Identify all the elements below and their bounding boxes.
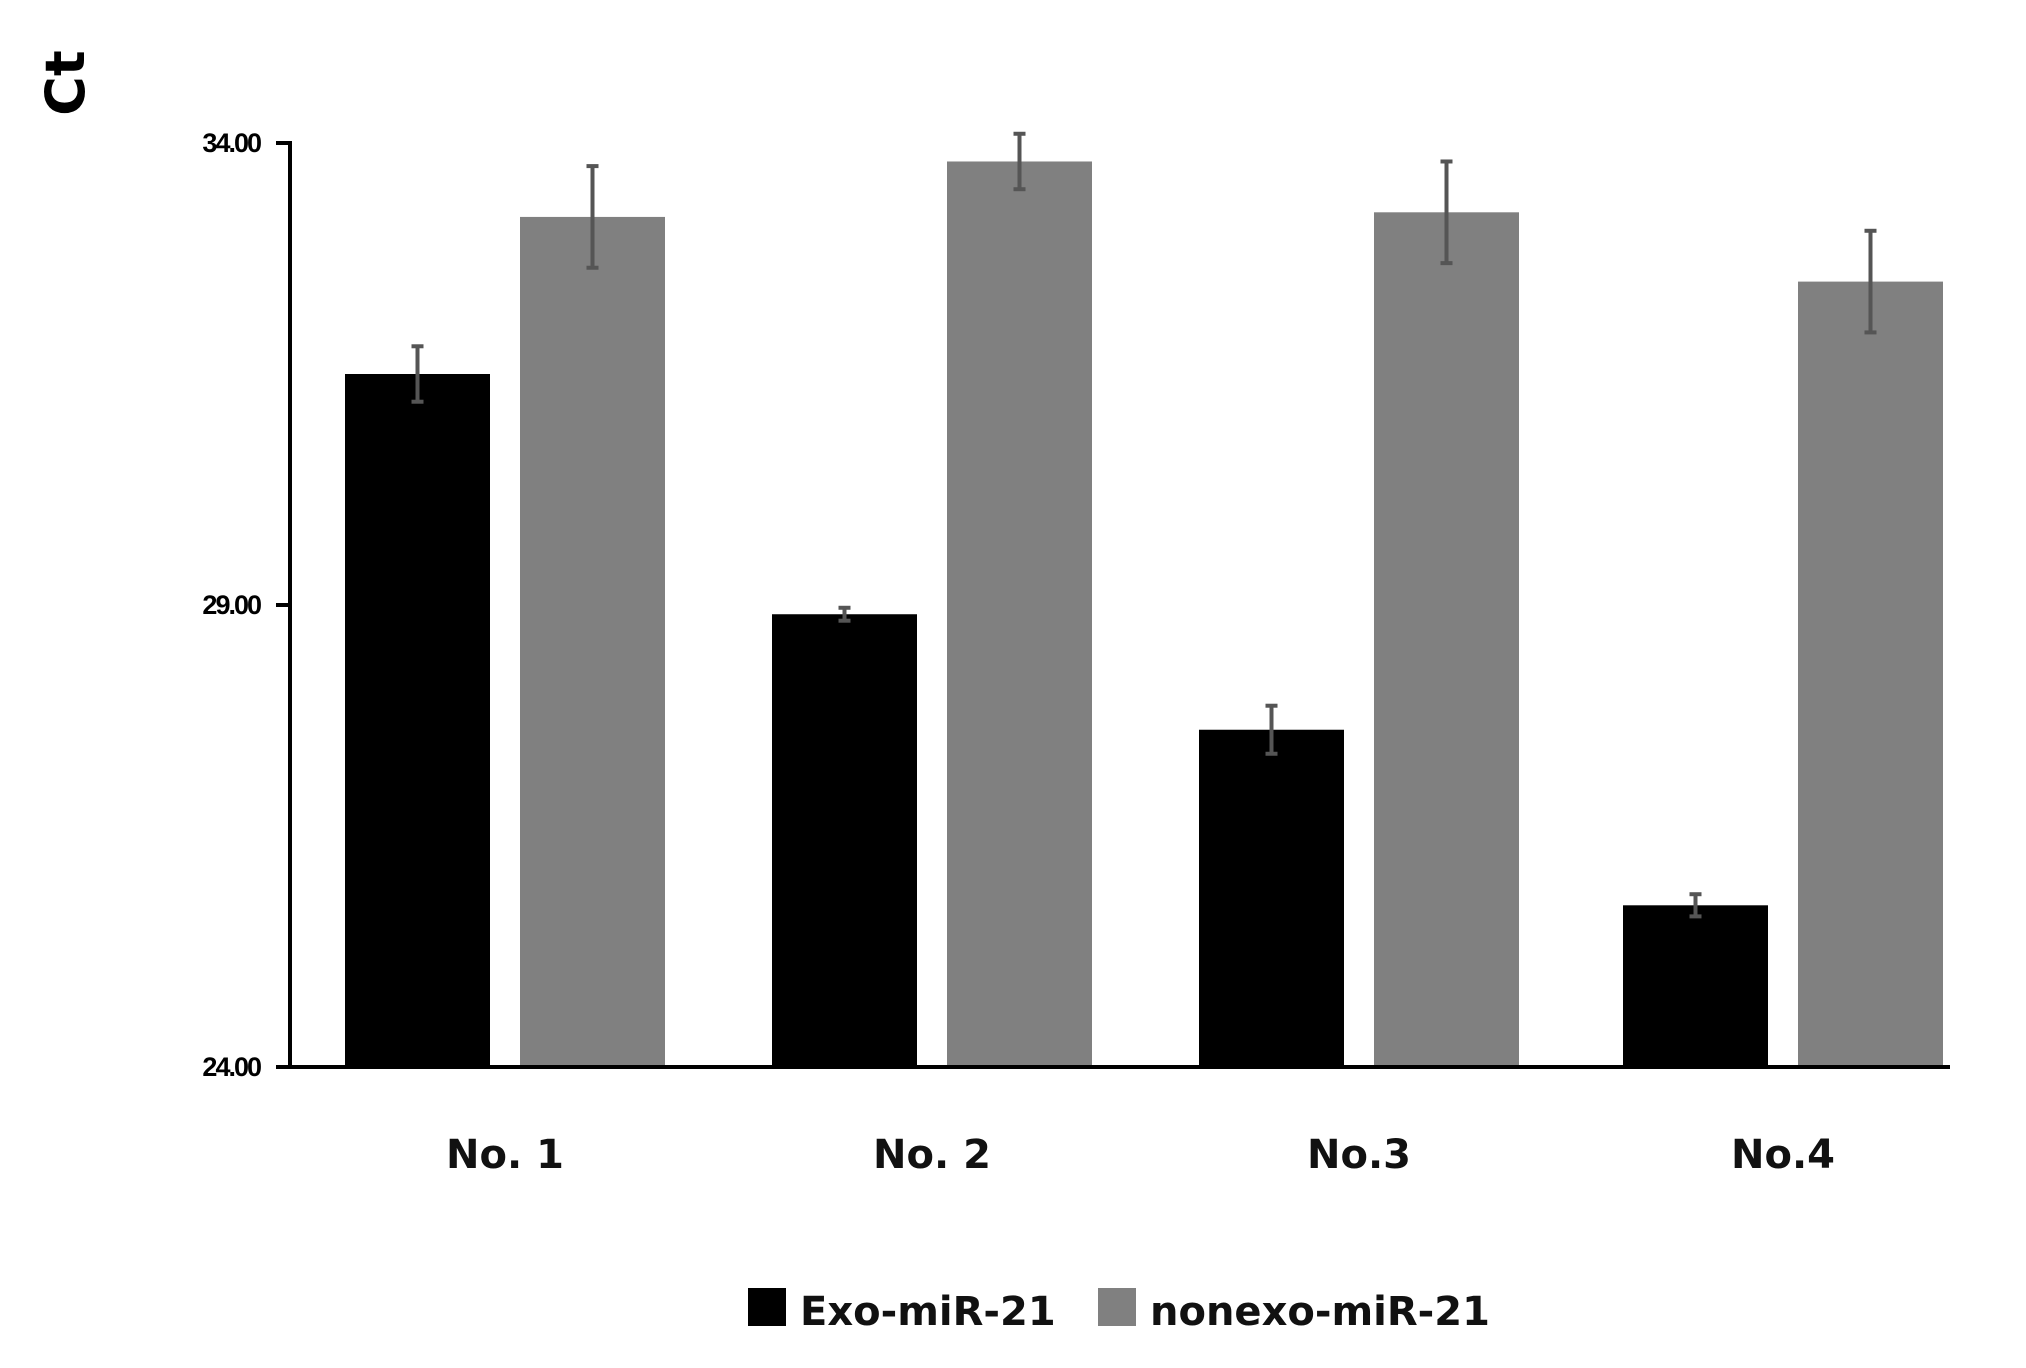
error-bar (586, 164, 599, 270)
bar-exo-3 (1199, 729, 1344, 1067)
error-bar (1864, 228, 1877, 335)
x-tick-label: No. 1 (446, 1132, 564, 1178)
x-axis-labels: No. 1 No. 2 No.3 No.4 (446, 1132, 1835, 1178)
legend-label-exo: Exo-miR-21 (800, 1289, 1056, 1335)
legend-label-nonexo: nonexo-miR-21 (1150, 1289, 1490, 1335)
legend: Exo-miR-21 nonexo-miR-21 (748, 1288, 1490, 1335)
bar-nonexo-2 (947, 161, 1092, 1068)
bar-exo-2 (772, 614, 917, 1067)
bar-nonexo-3 (1374, 212, 1519, 1068)
y-axis-title: Ct (34, 50, 97, 115)
error-bar (1265, 703, 1278, 756)
bar-nonexo-4 (1798, 281, 1943, 1068)
y-tick-label: 34.00 (202, 128, 261, 158)
x-tick-label: No.3 (1307, 1132, 1411, 1178)
legend-swatch-nonexo (1098, 1288, 1136, 1326)
y-tick-label: 29.00 (202, 590, 261, 620)
bar-exo-4 (1623, 905, 1768, 1067)
error-bar (1440, 159, 1453, 266)
error-bar (1013, 131, 1026, 192)
bar-exo-1 (345, 374, 490, 1067)
x-tick-label: No.4 (1731, 1132, 1835, 1178)
y-tick-label: 24.00 (202, 1052, 261, 1082)
error-bar (411, 344, 424, 404)
error-bar (1689, 892, 1702, 919)
legend-swatch-exo (748, 1288, 786, 1326)
bars (345, 161, 1943, 1068)
bar-nonexo-1 (520, 216, 665, 1068)
y-axis-ticks: 24.00 29.00 34.00 (202, 128, 290, 1082)
error-bars (411, 131, 1877, 919)
error-bar (838, 605, 851, 623)
x-tick-label: No. 2 (873, 1132, 991, 1178)
